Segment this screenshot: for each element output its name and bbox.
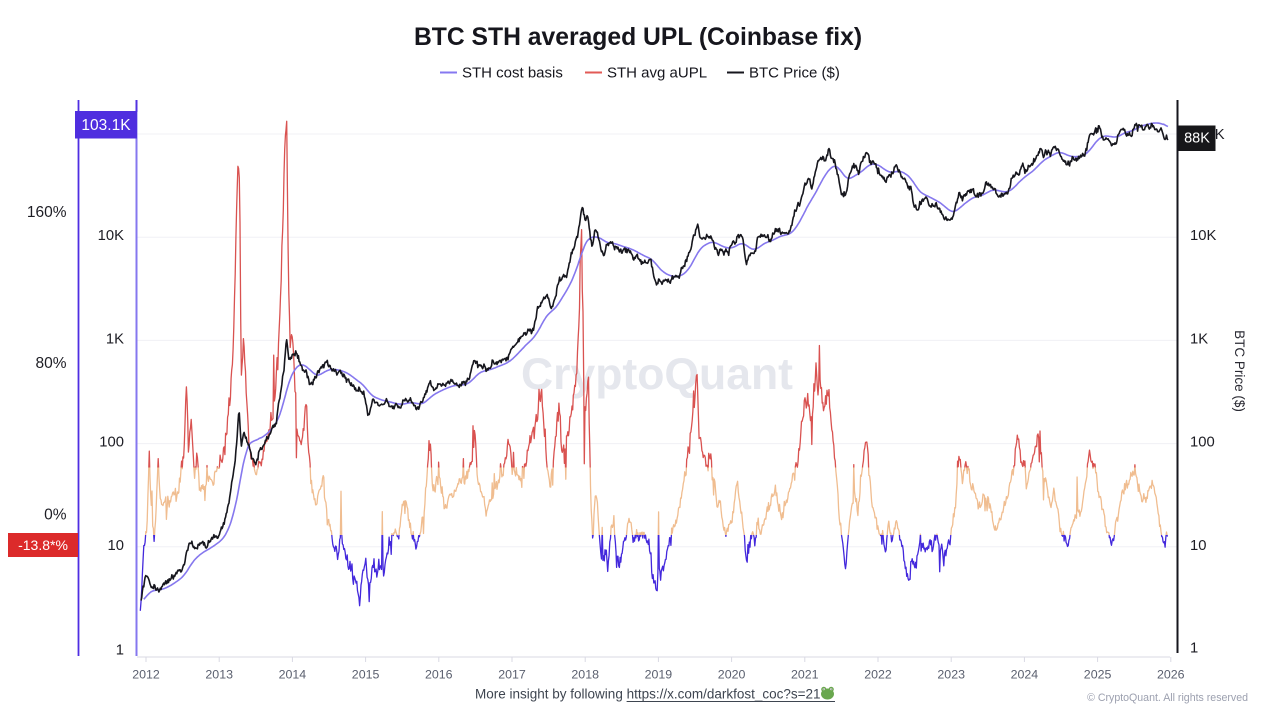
svg-text:BTC Price ($): BTC Price ($) — [749, 65, 840, 82]
svg-text:2015: 2015 — [352, 668, 380, 682]
svg-text:0%: 0% — [44, 507, 67, 524]
svg-text:88K: 88K — [1184, 131, 1210, 147]
svg-text:https://x.com/darkfost_coc?s=2: https://x.com/darkfost_coc?s=21 — [627, 687, 821, 702]
svg-text:2020: 2020 — [718, 668, 746, 682]
svg-text:2019: 2019 — [645, 668, 673, 682]
svg-text:100: 100 — [1190, 435, 1215, 451]
svg-text:2026: 2026 — [1157, 668, 1185, 682]
svg-text:10: 10 — [1190, 538, 1206, 554]
svg-text:© CryptoQuant. All rights rese: © CryptoQuant. All rights reserved — [1087, 692, 1248, 704]
svg-text:1: 1 — [116, 643, 124, 659]
svg-text:2017: 2017 — [498, 668, 526, 682]
svg-text:103.1K: 103.1K — [81, 117, 131, 134]
svg-text:BTC Price ($): BTC Price ($) — [1232, 330, 1247, 412]
svg-text:100: 100 — [99, 435, 124, 451]
svg-text:2021: 2021 — [791, 668, 819, 682]
svg-text:1K: 1K — [106, 331, 124, 347]
svg-text:-13.8*%: -13.8*% — [18, 537, 68, 553]
svg-text:More insight by following: More insight by following — [475, 687, 623, 702]
svg-text:2025: 2025 — [1084, 668, 1112, 682]
svg-text:2024: 2024 — [1011, 668, 1039, 682]
svg-text:2013: 2013 — [205, 668, 233, 682]
svg-text:2012: 2012 — [132, 668, 160, 682]
svg-text:BTC STH averaged UPL (Coinbase: BTC STH averaged UPL (Coinbase fix) — [414, 24, 862, 51]
svg-text:STH avg aUPL: STH avg aUPL — [607, 65, 707, 82]
svg-text:10K: 10K — [98, 228, 124, 244]
svg-text:10K: 10K — [1190, 228, 1216, 244]
svg-text:STH cost basis: STH cost basis — [462, 65, 563, 82]
svg-text:1K: 1K — [1190, 331, 1208, 347]
svg-text:CryptoQuant: CryptoQuant — [521, 350, 793, 399]
svg-text:1: 1 — [1190, 641, 1198, 657]
svg-text:2016: 2016 — [425, 668, 453, 682]
svg-text:2014: 2014 — [279, 668, 307, 682]
svg-text:80%: 80% — [35, 355, 66, 372]
svg-text:2018: 2018 — [571, 668, 599, 682]
svg-text:2022: 2022 — [864, 668, 892, 682]
svg-text:2023: 2023 — [937, 668, 965, 682]
svg-text:10: 10 — [108, 538, 124, 554]
svg-text:160%: 160% — [27, 204, 67, 221]
